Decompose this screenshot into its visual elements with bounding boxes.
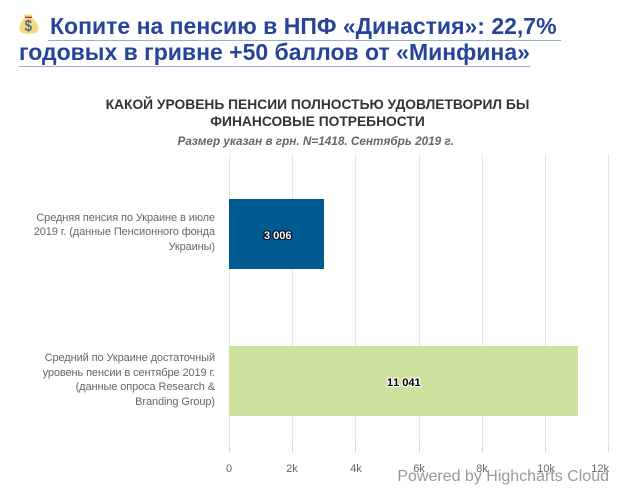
- svg-text:$: $: [25, 18, 33, 34]
